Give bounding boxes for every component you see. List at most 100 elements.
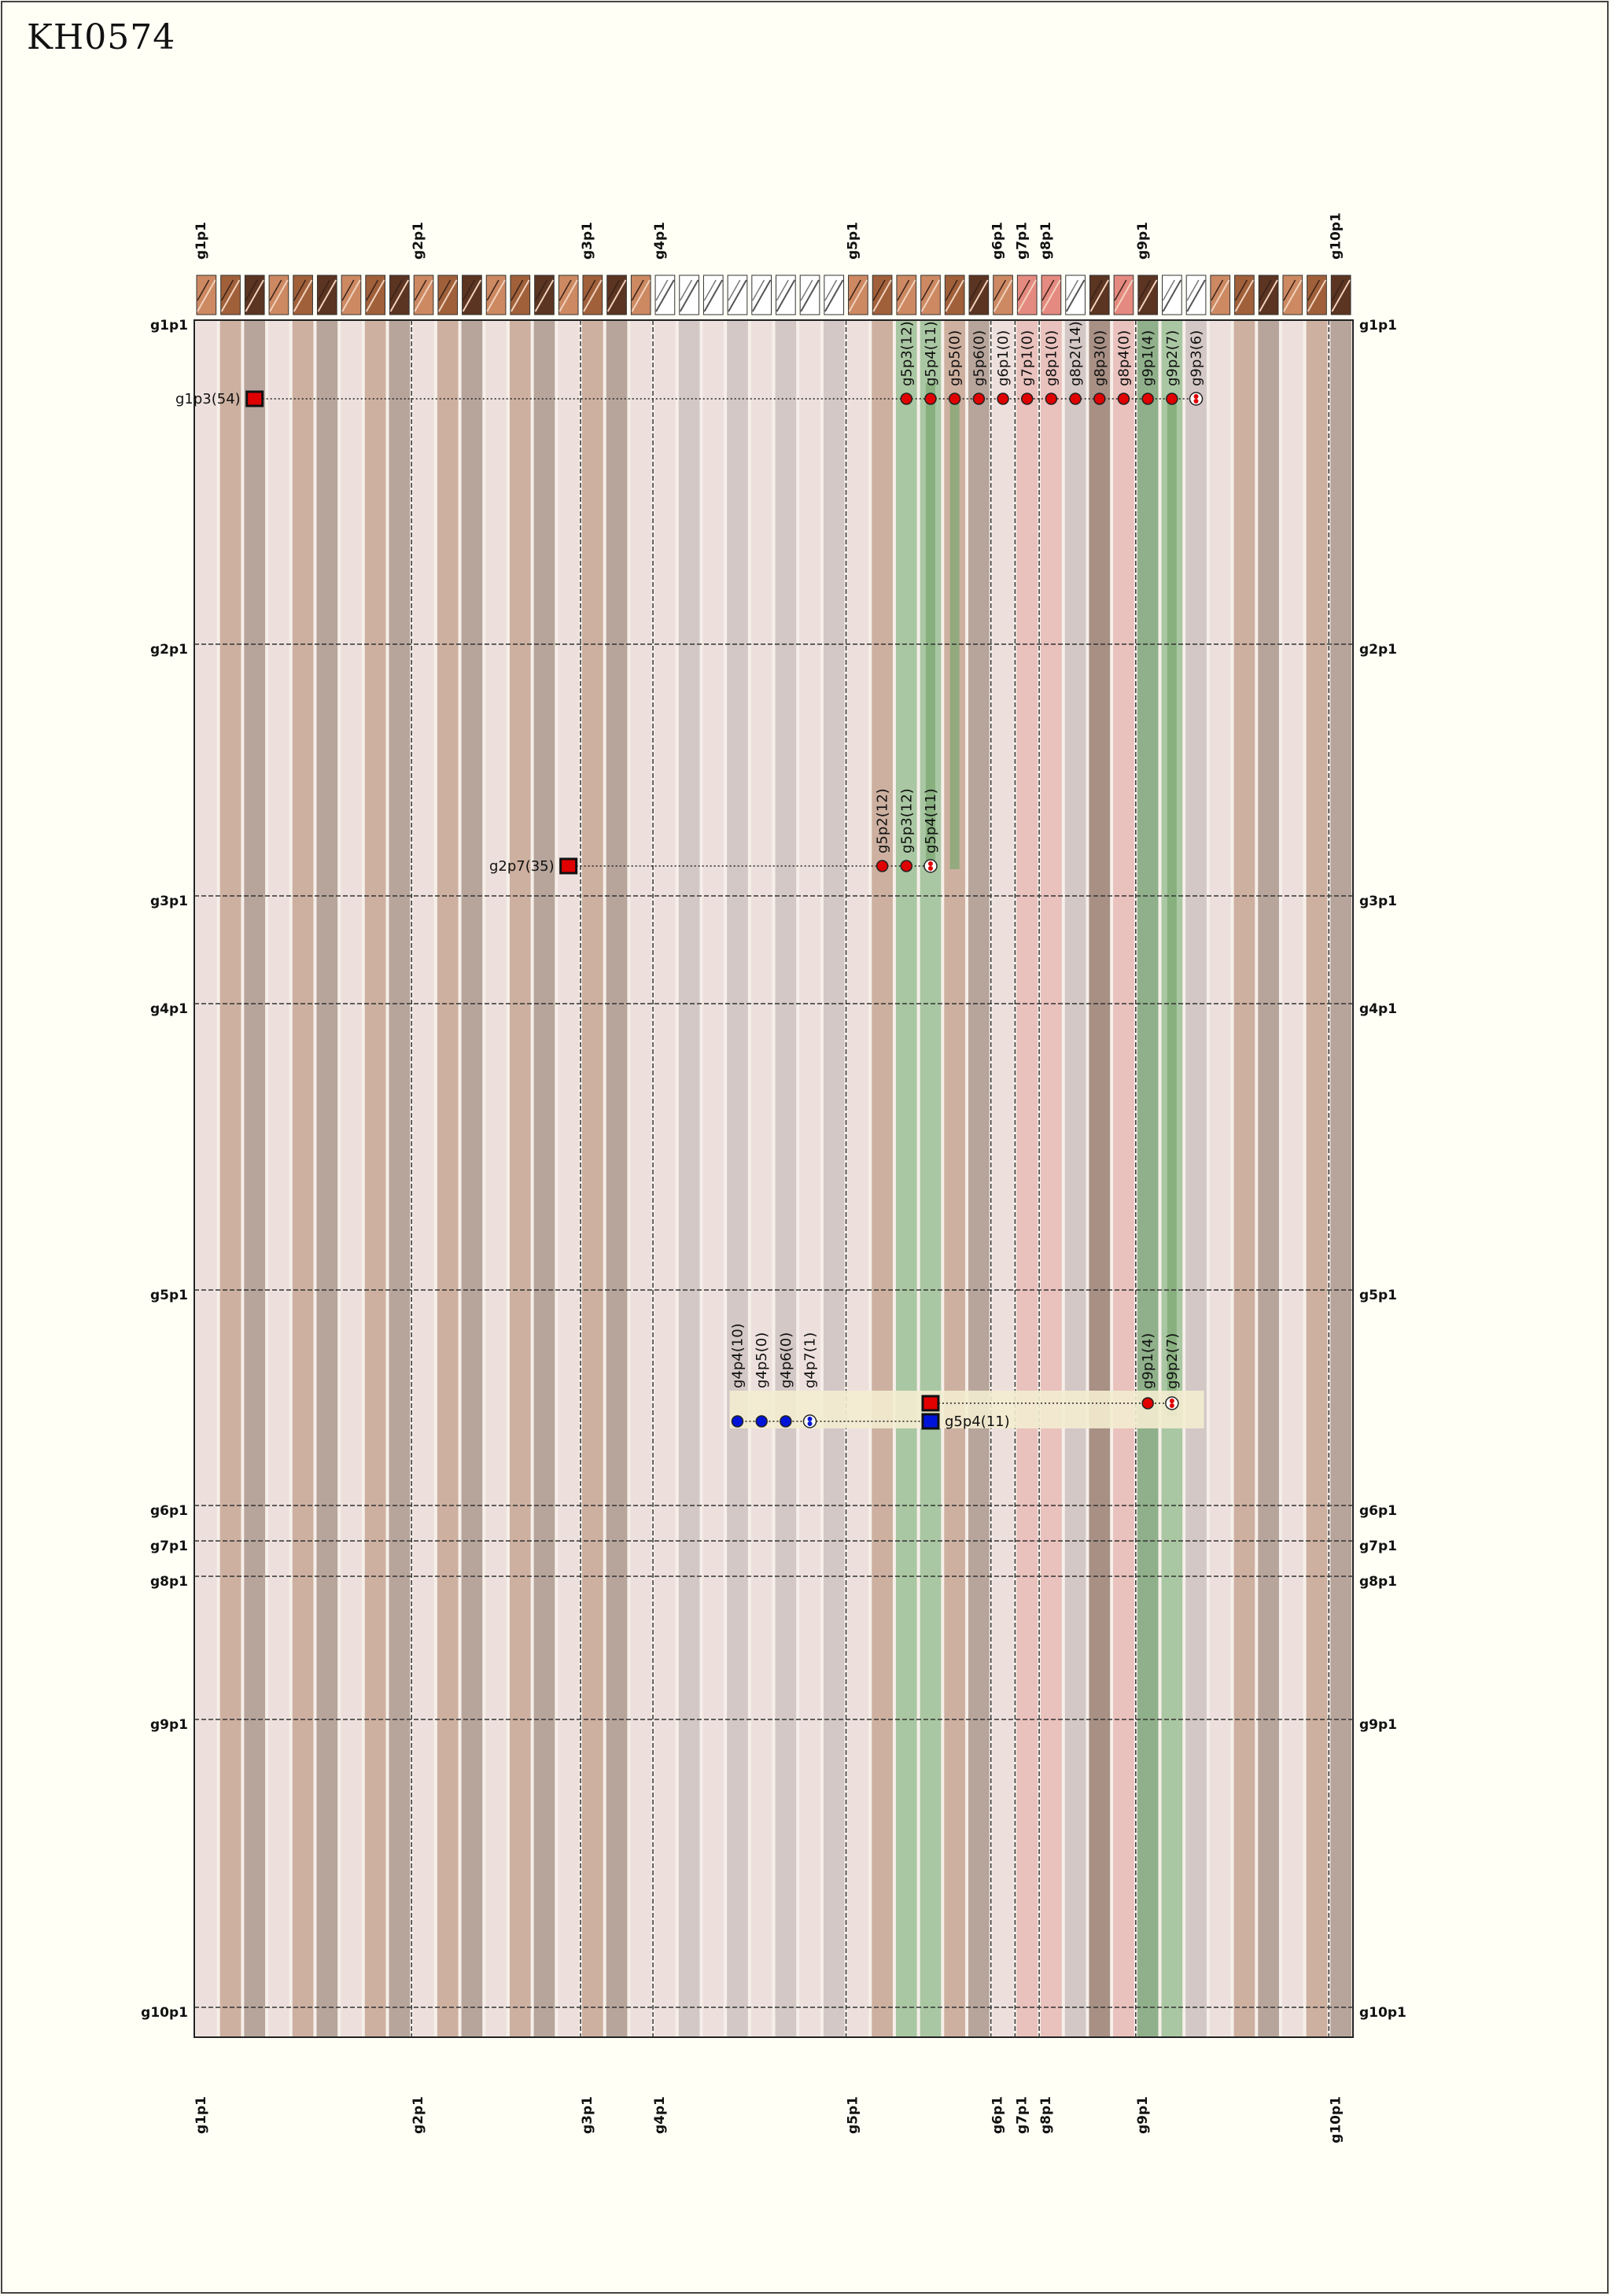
- chip-hatch: [969, 279, 982, 301]
- page-title: KH0574: [27, 17, 176, 57]
- chip-hatch: [1234, 279, 1255, 312]
- row-label-right: g9p1: [1359, 1717, 1397, 1733]
- column-stripe: [630, 320, 652, 2037]
- row-label-left: g7p1: [150, 1539, 188, 1554]
- target-end-marker-inner: [927, 866, 933, 871]
- column-stripe: [1330, 320, 1351, 2037]
- chip-hatch: [631, 279, 644, 301]
- column-label-top: g9p1: [1135, 222, 1151, 260]
- chip-hatch: [583, 279, 596, 301]
- column-stripe: [341, 320, 362, 2037]
- chip-hatch: [414, 279, 427, 301]
- column-stripe: [847, 320, 869, 2037]
- chip-hatch: [824, 279, 844, 312]
- target-label: g4p4(10): [729, 1323, 746, 1388]
- column-stripe: [533, 320, 555, 2037]
- column-stripe: [654, 320, 676, 2037]
- column-stripe: [727, 320, 748, 2037]
- chip-hatch: [1089, 279, 1103, 301]
- chip-hatch: [462, 279, 475, 301]
- column-stripe: [872, 320, 893, 2037]
- source-marker: [921, 1395, 940, 1412]
- chip-hatch: [872, 279, 892, 312]
- column-stripe: [1041, 320, 1062, 2037]
- column-stripe: [1209, 320, 1231, 2037]
- target-marker: [1045, 392, 1058, 405]
- target-marker: [1141, 392, 1154, 405]
- chip-hatch: [1331, 279, 1351, 312]
- column-stripe: [823, 320, 845, 2037]
- chip-hatch: [994, 279, 1007, 301]
- target-marker: [972, 392, 986, 405]
- target-marker: [1069, 392, 1082, 405]
- chip-hatch: [269, 279, 289, 312]
- chip-hatch: [1331, 279, 1344, 301]
- chip-hatch: [1114, 279, 1127, 301]
- target-marker: [997, 392, 1009, 405]
- target-label: g9p2(7): [1164, 330, 1181, 386]
- column-label-top: g4p1: [652, 222, 668, 260]
- target-marker: [900, 860, 913, 872]
- column-stripe: [268, 320, 289, 2037]
- column-stripe: [1064, 320, 1086, 2037]
- row-label-left: g10p1: [141, 2005, 188, 2021]
- column-stripe: [1306, 320, 1328, 2037]
- column-label-bottom: g3p1: [580, 2096, 595, 2134]
- column-stripe: [558, 320, 579, 2037]
- target-label: g5p3(12): [898, 321, 915, 386]
- chip-hatch: [728, 279, 747, 312]
- column-label-top: g1p1: [194, 222, 209, 260]
- column-stripe: [461, 320, 483, 2037]
- column-stripe: [413, 320, 434, 2037]
- column-label-top: g6p1: [990, 222, 1006, 260]
- target-label: g5p4(11): [923, 788, 939, 853]
- column-stripe: [509, 320, 531, 2037]
- chip-hatch: [438, 279, 458, 312]
- chip-hatch: [1234, 279, 1248, 301]
- chip-hatch: [1066, 279, 1079, 301]
- highlight-stripe: [925, 383, 935, 865]
- chip-hatch: [245, 279, 258, 301]
- target-label: g5p5(0): [947, 330, 964, 386]
- column-stripe: [1113, 320, 1134, 2037]
- target-marker: [1117, 392, 1130, 405]
- chip-hatch: [703, 279, 717, 301]
- column-label-bottom: g5p1: [846, 2096, 861, 2134]
- column-label-bottom: g1p1: [194, 2096, 209, 2134]
- column-stripe: [582, 320, 603, 2037]
- chip-hatch: [1186, 279, 1206, 312]
- chip-hatch: [993, 279, 1013, 312]
- chip-hatch: [534, 279, 547, 301]
- column-stripe: [992, 320, 1014, 2037]
- chip-hatch: [341, 279, 361, 312]
- chip-hatch: [559, 279, 578, 312]
- column-stripe: [437, 320, 459, 2037]
- target-marker: [1166, 392, 1178, 405]
- column-stripe: [702, 320, 724, 2037]
- column-label-bottom: g9p1: [1135, 2096, 1151, 2134]
- target-label: g5p2(12): [875, 788, 891, 853]
- chip-hatch: [800, 279, 813, 301]
- row-label-right: g8p1: [1359, 1574, 1397, 1590]
- target-marker: [780, 1415, 792, 1428]
- chip-hatch: [1211, 279, 1224, 301]
- chip-hatch: [872, 279, 886, 301]
- target-marker: [1093, 392, 1106, 405]
- chip-hatch: [897, 279, 916, 312]
- chip-hatch: [631, 279, 651, 312]
- target-label: g8p4(0): [1115, 330, 1132, 386]
- target-label: g8p1(0): [1043, 330, 1060, 386]
- target-marker: [948, 392, 961, 405]
- chip-hatch: [920, 279, 941, 312]
- row-label-left: g9p1: [150, 1717, 188, 1733]
- column-stripe: [485, 320, 507, 2037]
- highlight-stripe: [1167, 397, 1177, 1416]
- chip-hatch: [1017, 279, 1030, 301]
- chip-hatch: [486, 279, 500, 301]
- target-marker: [731, 1415, 744, 1428]
- column-label-top: g2p1: [411, 222, 426, 260]
- chip-hatch: [438, 279, 452, 301]
- source-marker: [921, 1413, 940, 1430]
- chip-hatch: [583, 279, 603, 312]
